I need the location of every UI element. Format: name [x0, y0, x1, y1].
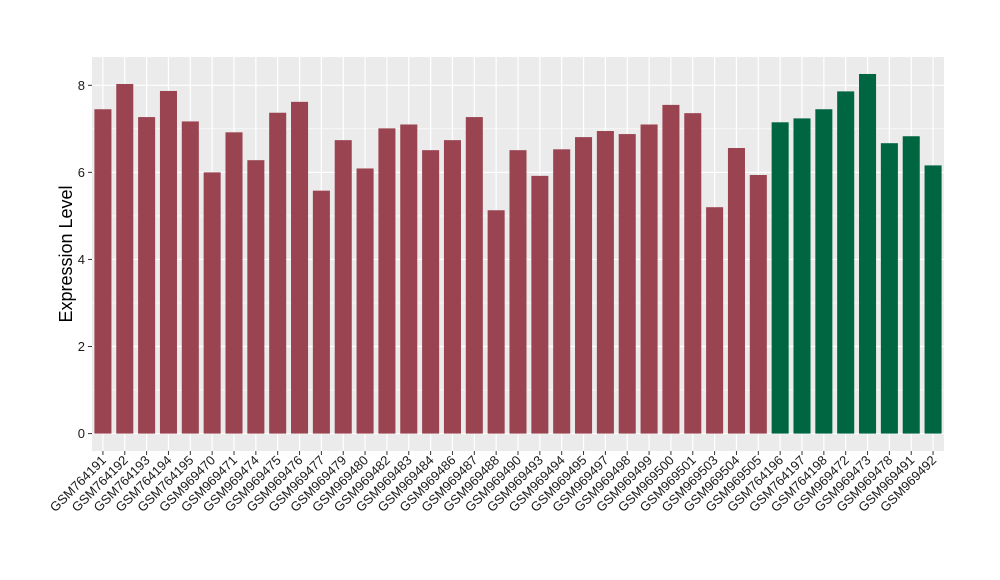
bar-GSM969495: [575, 137, 593, 434]
bar-GSM969499: [640, 124, 658, 434]
y-tick-label: 8: [78, 78, 85, 93]
bar-GSM969478: [880, 143, 898, 434]
bar-GSM969491: [902, 136, 920, 434]
bar-GSM969483: [400, 124, 418, 434]
bar-GSM969472: [837, 91, 855, 434]
bar-GSM969505: [749, 174, 767, 434]
bars: [94, 73, 942, 434]
bar-GSM969477: [312, 190, 330, 434]
bar-GSM969474: [247, 160, 265, 434]
bar-GSM969501: [684, 113, 702, 434]
x-axis: GSM764191GSM764192GSM764193GSM764194GSM7…: [47, 451, 939, 515]
y-tick-label: 0: [78, 426, 85, 441]
bar-GSM969504: [727, 147, 745, 434]
y-tick-label: 4: [78, 252, 85, 267]
bar-GSM969470: [203, 172, 221, 434]
y-tick-label: 2: [78, 339, 85, 354]
bar-GSM969493: [531, 175, 549, 434]
y-axis: 0 2 4 6 8: [78, 78, 92, 441]
bar-GSM764194: [159, 90, 177, 434]
bar-GSM969503: [706, 207, 724, 434]
bar-GSM969482: [378, 128, 396, 434]
bar-GSM969492: [924, 165, 942, 434]
bar-GSM764193: [138, 117, 156, 434]
bar-GSM969479: [334, 140, 352, 434]
bar-GSM969475: [269, 112, 287, 434]
bar-GSM969471: [225, 132, 243, 434]
bar-GSM764197: [793, 118, 811, 434]
bar-GSM764198: [815, 109, 833, 434]
y-tick-label: 6: [78, 165, 85, 180]
bar-GSM969498: [618, 134, 636, 434]
bar-GSM969497: [596, 131, 614, 434]
bar-GSM969494: [553, 149, 571, 434]
y-axis-title: Expression Level: [56, 185, 76, 322]
bar-GSM764196: [771, 122, 789, 434]
bar-GSM969487: [465, 117, 483, 434]
bar-GSM969490: [509, 150, 527, 434]
bar-GSM764195: [181, 121, 199, 434]
bar-GSM969480: [356, 168, 374, 434]
bar-GSM969488: [487, 210, 505, 434]
bar-GSM969484: [422, 150, 440, 434]
bar-GSM969473: [859, 73, 877, 434]
bar-GSM764192: [116, 83, 134, 434]
bar-GSM764191: [94, 109, 112, 434]
bar-GSM969486: [443, 140, 461, 434]
bar-GSM969500: [662, 104, 680, 434]
bar-GSM969476: [291, 101, 309, 434]
